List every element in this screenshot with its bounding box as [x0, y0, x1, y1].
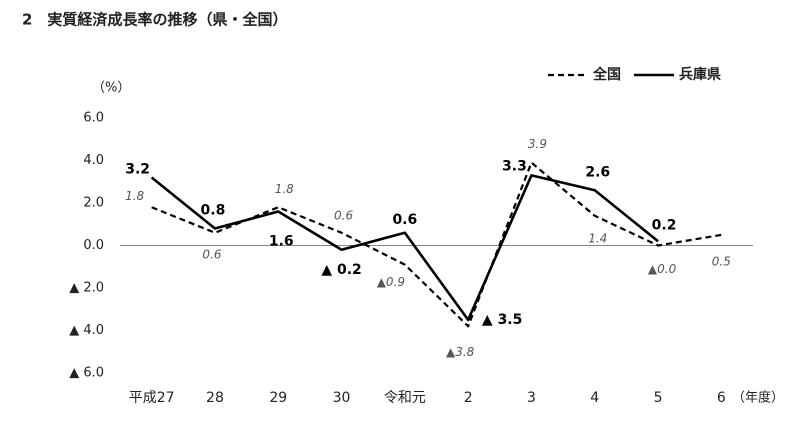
data-label: ▲ 0.2	[321, 262, 361, 278]
data-label: 1.8	[275, 182, 294, 196]
x-tick-label: 令和元	[384, 390, 426, 406]
x-axis-label: （年度）	[732, 390, 784, 406]
y-tick-label: ▲ 4.0	[69, 323, 104, 338]
x-tick-label: 4	[590, 390, 599, 406]
series-line	[151, 161, 722, 328]
data-label: 0.6	[202, 247, 221, 261]
legend-label: 兵庫県	[679, 66, 721, 83]
y-tick-label: 4.0	[83, 153, 104, 168]
x-tick-label: 6	[717, 390, 726, 406]
data-label: 0.8	[201, 203, 226, 219]
y-tick-label: 6.0	[83, 111, 104, 126]
x-tick-label: 28	[206, 390, 224, 406]
x-tick-label: 29	[269, 390, 287, 406]
data-label: 1.6	[269, 234, 294, 250]
data-label: 0.5	[712, 254, 731, 268]
x-tick-label: 平成27	[129, 390, 175, 406]
data-label: 0.2	[652, 217, 677, 233]
data-label: 0.6	[392, 212, 417, 228]
data-label: 3.9	[528, 137, 547, 151]
data-label: ▲0.0	[648, 262, 677, 276]
x-tick-label: 5	[654, 390, 663, 406]
chart-title: 2 実質経済成長率の推移（県・全国）	[22, 11, 287, 29]
series-line	[150, 174, 659, 322]
data-label: ▲3.8	[446, 345, 475, 359]
x-tick-label: 3	[527, 390, 536, 406]
data-label: 3.3	[502, 158, 527, 174]
y-tick-label: 0.0	[83, 238, 104, 253]
x-tick-label: 30	[333, 390, 351, 406]
data-label: 3.2	[125, 162, 150, 178]
y-tick-label: ▲ 6.0	[69, 366, 104, 381]
data-label: 2.6	[585, 164, 610, 180]
data-label: 1.4	[588, 231, 607, 245]
y-axis-label: （%）	[92, 81, 130, 96]
y-tick-label: 2.0	[83, 196, 104, 211]
data-label: 1.8	[125, 189, 144, 203]
data-label: 0.6	[334, 208, 353, 222]
y-tick-label: ▲ 2.0	[69, 281, 104, 296]
x-tick-label: 2	[464, 390, 473, 406]
data-label: ▲ 3.5	[482, 312, 522, 328]
legend-label: 全国	[592, 66, 621, 83]
data-label: ▲0.9	[377, 275, 405, 289]
